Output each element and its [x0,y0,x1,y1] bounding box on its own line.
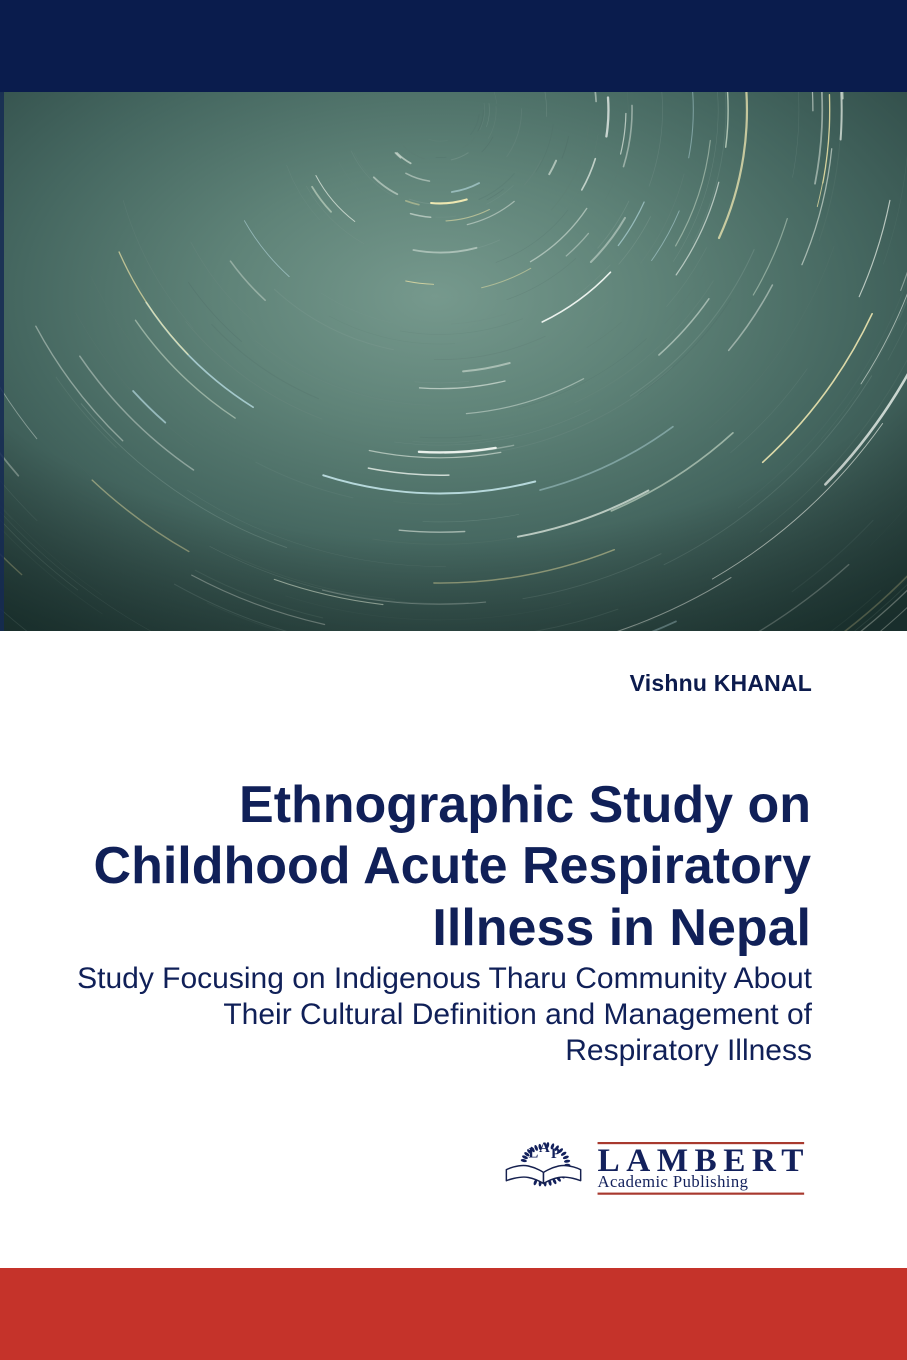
svg-text:L: L [529,1146,539,1162]
svg-text:P: P [551,1146,560,1162]
svg-text:A: A [539,1140,550,1156]
svg-text:Academic Publishing: Academic Publishing [598,1172,749,1191]
